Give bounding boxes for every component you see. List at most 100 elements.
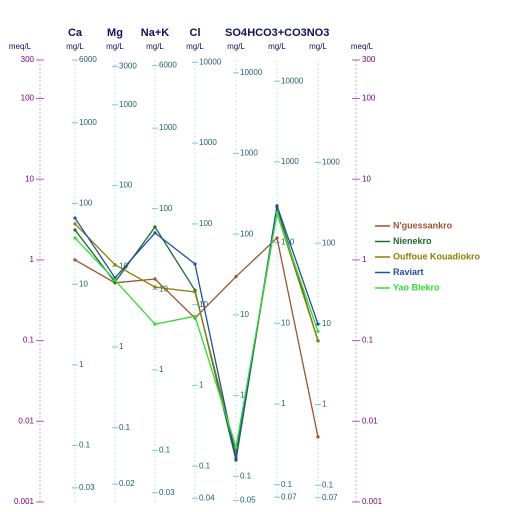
data-point [316,435,320,439]
data-point [193,262,197,266]
y-tick-label: 0.1 [23,336,35,345]
data-point [73,228,77,232]
column-tick-label: 10 [119,261,128,270]
data-point [234,275,238,279]
data-point [153,231,157,235]
y-tick-label: 10 [25,174,34,183]
data-point [153,225,157,229]
column-tick-label: 0.1 [199,461,211,470]
column-tick-label: 0.1 [159,446,171,455]
data-point [275,211,279,215]
column-header: Cl [190,27,201,39]
column-header: HCO3+CO3 [247,27,307,39]
column-tick-label: 100 [322,238,336,247]
y2-tick-label: 0.01 [362,416,378,425]
column-tick-label: 100 [119,181,133,190]
column-tick-label: 1 [240,391,245,400]
column-tick-label: 0.1 [240,471,252,480]
column-tick-label: 1000 [322,158,340,167]
column-tick-label: 100 [240,229,254,238]
column-unit: mg/L [268,42,286,51]
column-tick-label: 0.03 [159,488,175,497]
y2-tick-label: 100 [362,94,376,103]
column-unit: mg/L [309,42,327,51]
data-point [113,263,117,267]
column-unit: mg/L [146,42,164,51]
y-tick-label: 1 [30,255,35,264]
column-unit: mg/L [66,42,84,51]
data-point [153,322,157,326]
column-tick-label: 0.1 [79,441,91,450]
column-tick-label: 0.07 [322,493,338,502]
y-axis-label: meq/L [9,42,32,51]
data-point [316,339,320,343]
column-tick-label: 10 [322,319,331,328]
data-point [73,216,77,220]
column-tick-label: 10000 [199,57,222,66]
column-tick-label: 0.05 [240,496,256,505]
column-header: Na+K [141,27,169,39]
column-tick-label: 1000 [281,157,299,166]
y2-tick-label: 1 [362,255,367,264]
data-point [153,277,157,281]
y-tick-label: 0.001 [14,497,35,506]
column-tick-label: 1 [119,342,124,351]
column-unit: mg/L [186,42,204,51]
column-tick-label: 6000 [159,61,177,70]
data-point [73,236,77,240]
column-tick-label: 10000 [281,76,304,85]
y-tick-label: 0.01 [18,416,34,425]
column-tick-label: 0.1 [281,480,293,489]
legend-label: Raviart [393,267,424,277]
column-tick-label: 1 [159,365,164,374]
column-tick-label: 100 [199,219,213,228]
column-tick-label: 10 [159,284,168,293]
y-tick-label: 300 [21,55,35,64]
column-tick-label: 1000 [199,138,217,147]
column-header: SO4 [225,27,248,39]
data-point [193,290,197,294]
column-tick-label: 6000 [79,55,97,64]
column-tick-label: 1 [281,399,286,408]
column-header: Mg [107,27,123,39]
data-point [193,314,197,318]
column-tick-label: 0.03 [79,483,95,492]
legend-label: Nienekro [393,236,432,246]
y2-axis-label: meq/L [351,42,374,51]
legend-label: N'guessankro [393,220,453,230]
data-point [73,222,77,226]
column-tick-label: 0.1 [119,423,131,432]
column-tick-label: 1000 [79,118,97,127]
y-tick-label: 100 [21,94,35,103]
series-line [74,210,319,448]
column-tick-label: 0.04 [199,493,215,502]
data-point [234,456,238,460]
column-tick-label: 10 [240,310,249,319]
column-header: NO3 [307,27,330,39]
column-tick-label: 100 [159,204,173,213]
column-tick-label: 0.02 [119,479,135,488]
column-unit: mg/L [106,42,124,51]
data-point [113,278,117,282]
column-header: Ca [68,27,83,39]
data-point [275,236,279,240]
column-tick-label: 3000 [119,61,137,70]
column-tick-label: 100 [79,199,93,208]
y2-tick-label: 0.1 [362,336,374,345]
column-tick-label: 1 [322,400,327,409]
column-tick-label: 0.07 [281,492,297,501]
column-unit: mg/L [227,42,245,51]
data-point [234,445,238,449]
data-point [275,204,279,208]
data-point [73,258,77,262]
column-tick-label: 1000 [119,100,137,109]
series-line [74,212,319,453]
y2-tick-label: 10 [362,174,371,183]
data-point [316,329,320,334]
column-tick-label: 10 [281,318,290,327]
column-tick-label: 10000 [240,68,263,77]
legend-label: Yao Blekro [393,282,440,292]
column-tick-label: 1 [79,360,84,369]
column-tick-label: 1 [199,381,204,390]
